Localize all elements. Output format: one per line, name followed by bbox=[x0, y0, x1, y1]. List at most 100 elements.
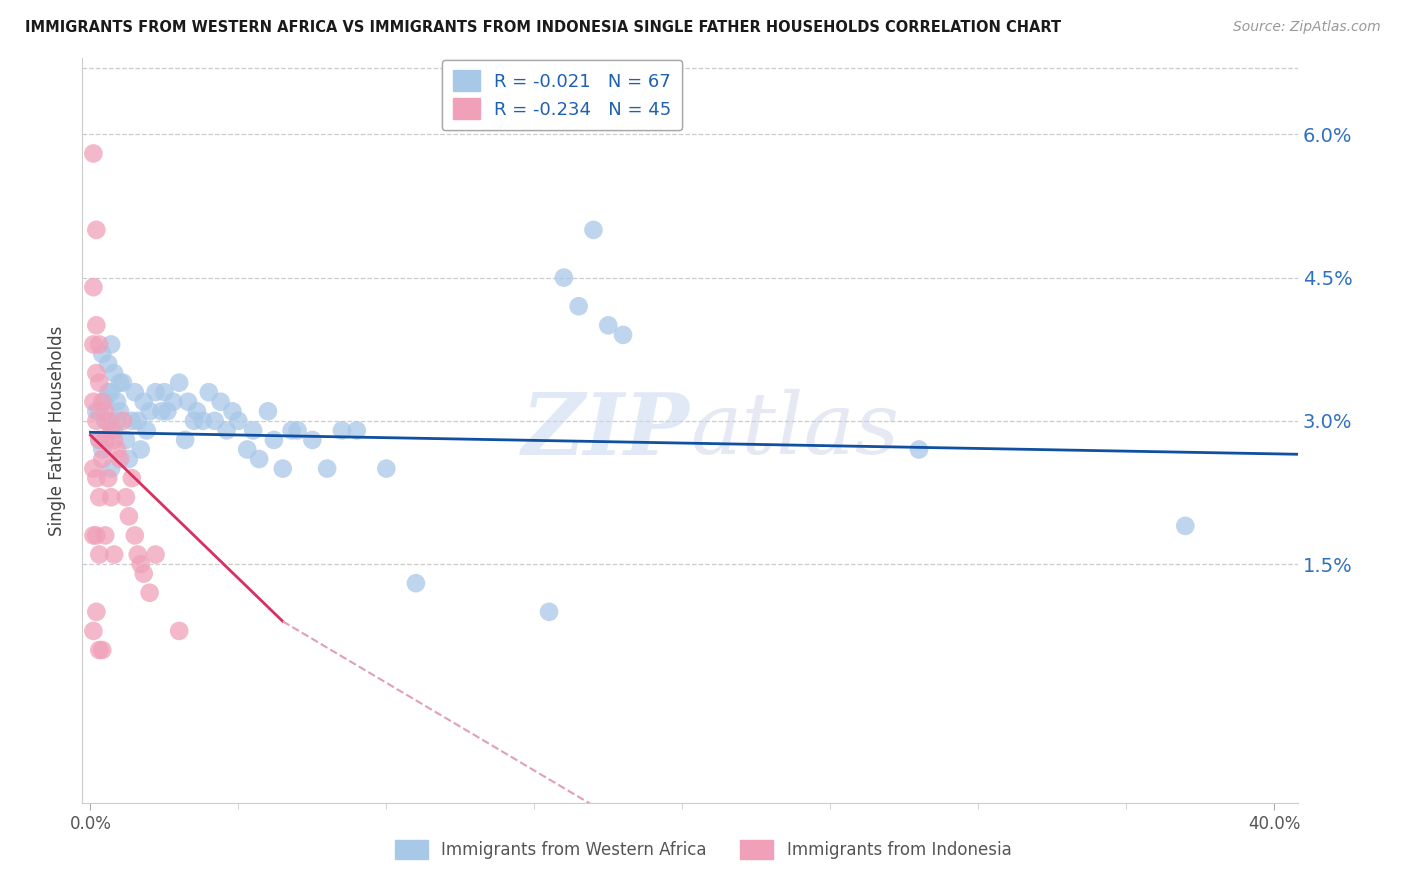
Legend: Immigrants from Western Africa, Immigrants from Indonesia: Immigrants from Western Africa, Immigran… bbox=[388, 833, 1018, 866]
Point bbox=[375, 461, 398, 475]
Point bbox=[82, 624, 104, 638]
Point bbox=[82, 146, 104, 161]
Point bbox=[121, 414, 143, 428]
Point bbox=[103, 548, 125, 562]
Text: ZIP: ZIP bbox=[522, 389, 690, 472]
Point bbox=[89, 490, 111, 504]
Point bbox=[91, 394, 114, 409]
Point bbox=[167, 376, 190, 390]
Point bbox=[86, 366, 108, 380]
Point bbox=[118, 452, 141, 467]
Point bbox=[86, 414, 108, 428]
Point bbox=[221, 404, 243, 418]
Point bbox=[108, 452, 131, 467]
Point bbox=[105, 442, 128, 457]
Point bbox=[97, 357, 120, 371]
Point bbox=[86, 528, 108, 542]
Point bbox=[100, 461, 122, 475]
Point bbox=[183, 414, 205, 428]
Point bbox=[97, 414, 120, 428]
Point bbox=[242, 423, 264, 437]
Point bbox=[91, 347, 114, 361]
Point bbox=[287, 423, 309, 437]
Point bbox=[346, 423, 368, 437]
Point bbox=[174, 433, 197, 447]
Point bbox=[167, 624, 190, 638]
Point bbox=[215, 423, 238, 437]
Point bbox=[86, 404, 108, 418]
Point bbox=[236, 442, 259, 457]
Point bbox=[100, 337, 122, 351]
Y-axis label: Single Father Households: Single Father Households bbox=[48, 326, 66, 535]
Point bbox=[108, 404, 131, 418]
Point bbox=[132, 394, 155, 409]
Point bbox=[135, 423, 157, 437]
Point bbox=[228, 414, 250, 428]
Point bbox=[257, 404, 280, 418]
Point bbox=[105, 394, 128, 409]
Text: atlas: atlas bbox=[690, 389, 898, 472]
Point bbox=[191, 414, 214, 428]
Point bbox=[301, 433, 323, 447]
Point bbox=[103, 433, 125, 447]
Point bbox=[612, 327, 634, 342]
Point bbox=[89, 404, 111, 418]
Point bbox=[108, 376, 131, 390]
Point bbox=[103, 423, 125, 437]
Point bbox=[105, 414, 128, 428]
Point bbox=[94, 433, 117, 447]
Point bbox=[129, 442, 152, 457]
Point bbox=[247, 452, 270, 467]
Point bbox=[153, 385, 176, 400]
Point bbox=[89, 376, 111, 390]
Point bbox=[89, 337, 111, 351]
Point bbox=[97, 471, 120, 485]
Point bbox=[124, 385, 146, 400]
Point bbox=[598, 318, 620, 333]
Point bbox=[132, 566, 155, 581]
Point bbox=[145, 385, 167, 400]
Point bbox=[553, 270, 575, 285]
Point bbox=[405, 576, 427, 591]
Point bbox=[94, 404, 117, 418]
Point bbox=[86, 605, 108, 619]
Point bbox=[103, 366, 125, 380]
Point bbox=[94, 394, 117, 409]
Point bbox=[89, 433, 111, 447]
Point bbox=[97, 385, 120, 400]
Point bbox=[89, 643, 111, 657]
Point bbox=[280, 423, 302, 437]
Point bbox=[89, 548, 111, 562]
Point bbox=[118, 509, 141, 524]
Point bbox=[138, 585, 160, 599]
Point bbox=[162, 394, 184, 409]
Point bbox=[263, 433, 285, 447]
Point bbox=[121, 471, 143, 485]
Point bbox=[86, 471, 108, 485]
Point bbox=[91, 442, 114, 457]
Point bbox=[91, 643, 114, 657]
Text: IMMIGRANTS FROM WESTERN AFRICA VS IMMIGRANTS FROM INDONESIA SINGLE FATHER HOUSEH: IMMIGRANTS FROM WESTERN AFRICA VS IMMIGR… bbox=[25, 20, 1062, 35]
Point bbox=[1174, 519, 1197, 533]
Point bbox=[538, 605, 561, 619]
Point bbox=[138, 404, 160, 418]
Point bbox=[89, 433, 111, 447]
Point bbox=[82, 394, 104, 409]
Point bbox=[124, 528, 146, 542]
Point bbox=[145, 548, 167, 562]
Point bbox=[94, 414, 117, 428]
Point bbox=[82, 461, 104, 475]
Point bbox=[94, 528, 117, 542]
Point bbox=[91, 452, 114, 467]
Point bbox=[82, 337, 104, 351]
Point bbox=[908, 442, 931, 457]
Point bbox=[111, 414, 134, 428]
Point bbox=[115, 490, 138, 504]
Point bbox=[82, 528, 104, 542]
Point bbox=[204, 414, 226, 428]
Point bbox=[186, 404, 208, 418]
Point bbox=[100, 423, 122, 437]
Point bbox=[177, 394, 200, 409]
Point bbox=[100, 490, 122, 504]
Point bbox=[111, 376, 134, 390]
